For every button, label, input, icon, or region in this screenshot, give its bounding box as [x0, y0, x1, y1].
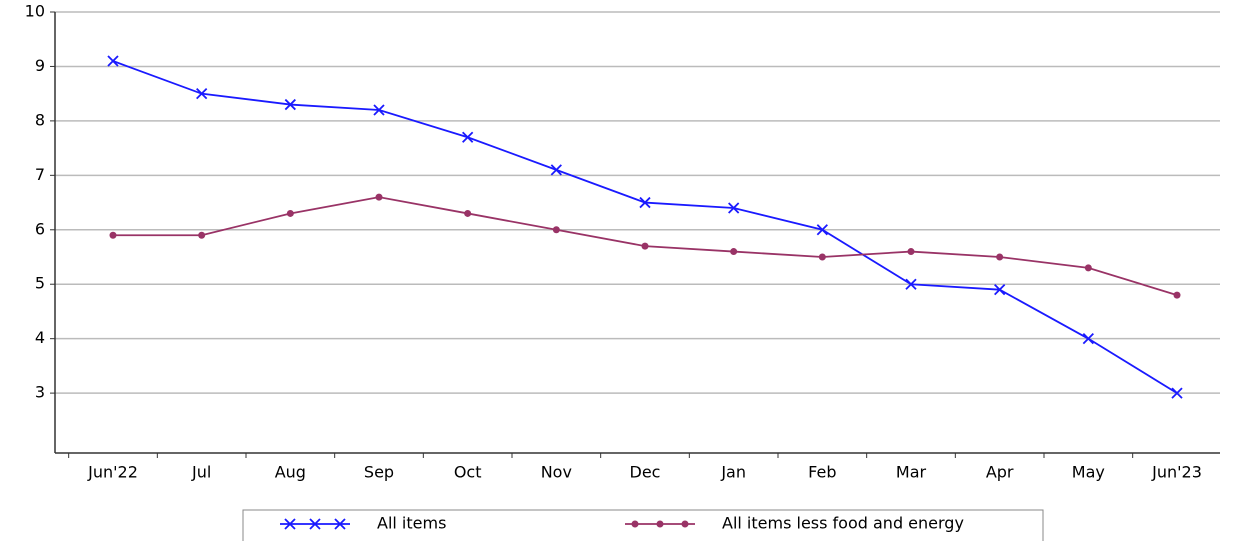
marker: [109, 231, 117, 239]
x-tick-label: Jan: [720, 463, 746, 482]
legend-label: All items: [377, 514, 446, 533]
marker: [462, 131, 474, 143]
marker: [728, 202, 740, 214]
marker: [196, 88, 208, 100]
y-tick-label: 9: [35, 56, 45, 75]
x-tick-label: Oct: [454, 463, 482, 482]
marker: [816, 224, 828, 236]
marker: [631, 520, 639, 528]
marker: [730, 248, 738, 256]
marker: [996, 253, 1004, 261]
marker: [639, 196, 651, 209]
x-tick-label: Jun'23: [1151, 463, 1202, 482]
marker: [550, 164, 562, 176]
marker: [641, 242, 649, 250]
marker: [373, 104, 385, 116]
y-tick-label: 8: [35, 110, 45, 129]
marker: [552, 226, 560, 234]
x-tick-label: Mar: [896, 463, 927, 482]
x-tick-label: Feb: [808, 463, 836, 482]
marker: [994, 284, 1006, 296]
marker: [818, 253, 826, 261]
marker: [907, 248, 915, 256]
x-tick-label: Apr: [986, 463, 1014, 482]
x-tick-label: May: [1072, 463, 1105, 482]
x-tick-label: Sep: [364, 463, 394, 482]
marker: [1082, 333, 1094, 345]
marker: [464, 209, 472, 217]
marker: [375, 193, 383, 201]
y-tick-label: 4: [35, 328, 45, 347]
x-tick-label: Aug: [275, 463, 306, 482]
series-line: [112, 60, 1178, 394]
x-tick-label: Jun'22: [87, 463, 138, 482]
marker: [656, 520, 664, 528]
marker: [107, 55, 119, 67]
marker: [286, 209, 294, 217]
marker: [309, 518, 321, 530]
marker: [334, 518, 346, 530]
marker: [1171, 387, 1183, 399]
marker: [284, 98, 296, 111]
legend-label: All items less food and energy: [722, 514, 964, 533]
legend-box: [242, 509, 1044, 541]
y-tick-label: 6: [35, 219, 45, 238]
x-tick-label: Jul: [191, 463, 211, 482]
marker: [284, 518, 296, 530]
marker: [1084, 264, 1092, 272]
marker: [1173, 291, 1181, 299]
x-tick-label: Dec: [630, 463, 661, 482]
y-tick-label: 3: [35, 383, 45, 402]
marker: [905, 278, 917, 290]
marker: [681, 520, 689, 528]
y-tick-label: 7: [35, 165, 45, 184]
y-tick-label: 5: [35, 274, 45, 293]
x-tick-label: Nov: [541, 463, 572, 482]
y-tick-label: 10: [25, 2, 45, 21]
marker: [198, 231, 206, 239]
